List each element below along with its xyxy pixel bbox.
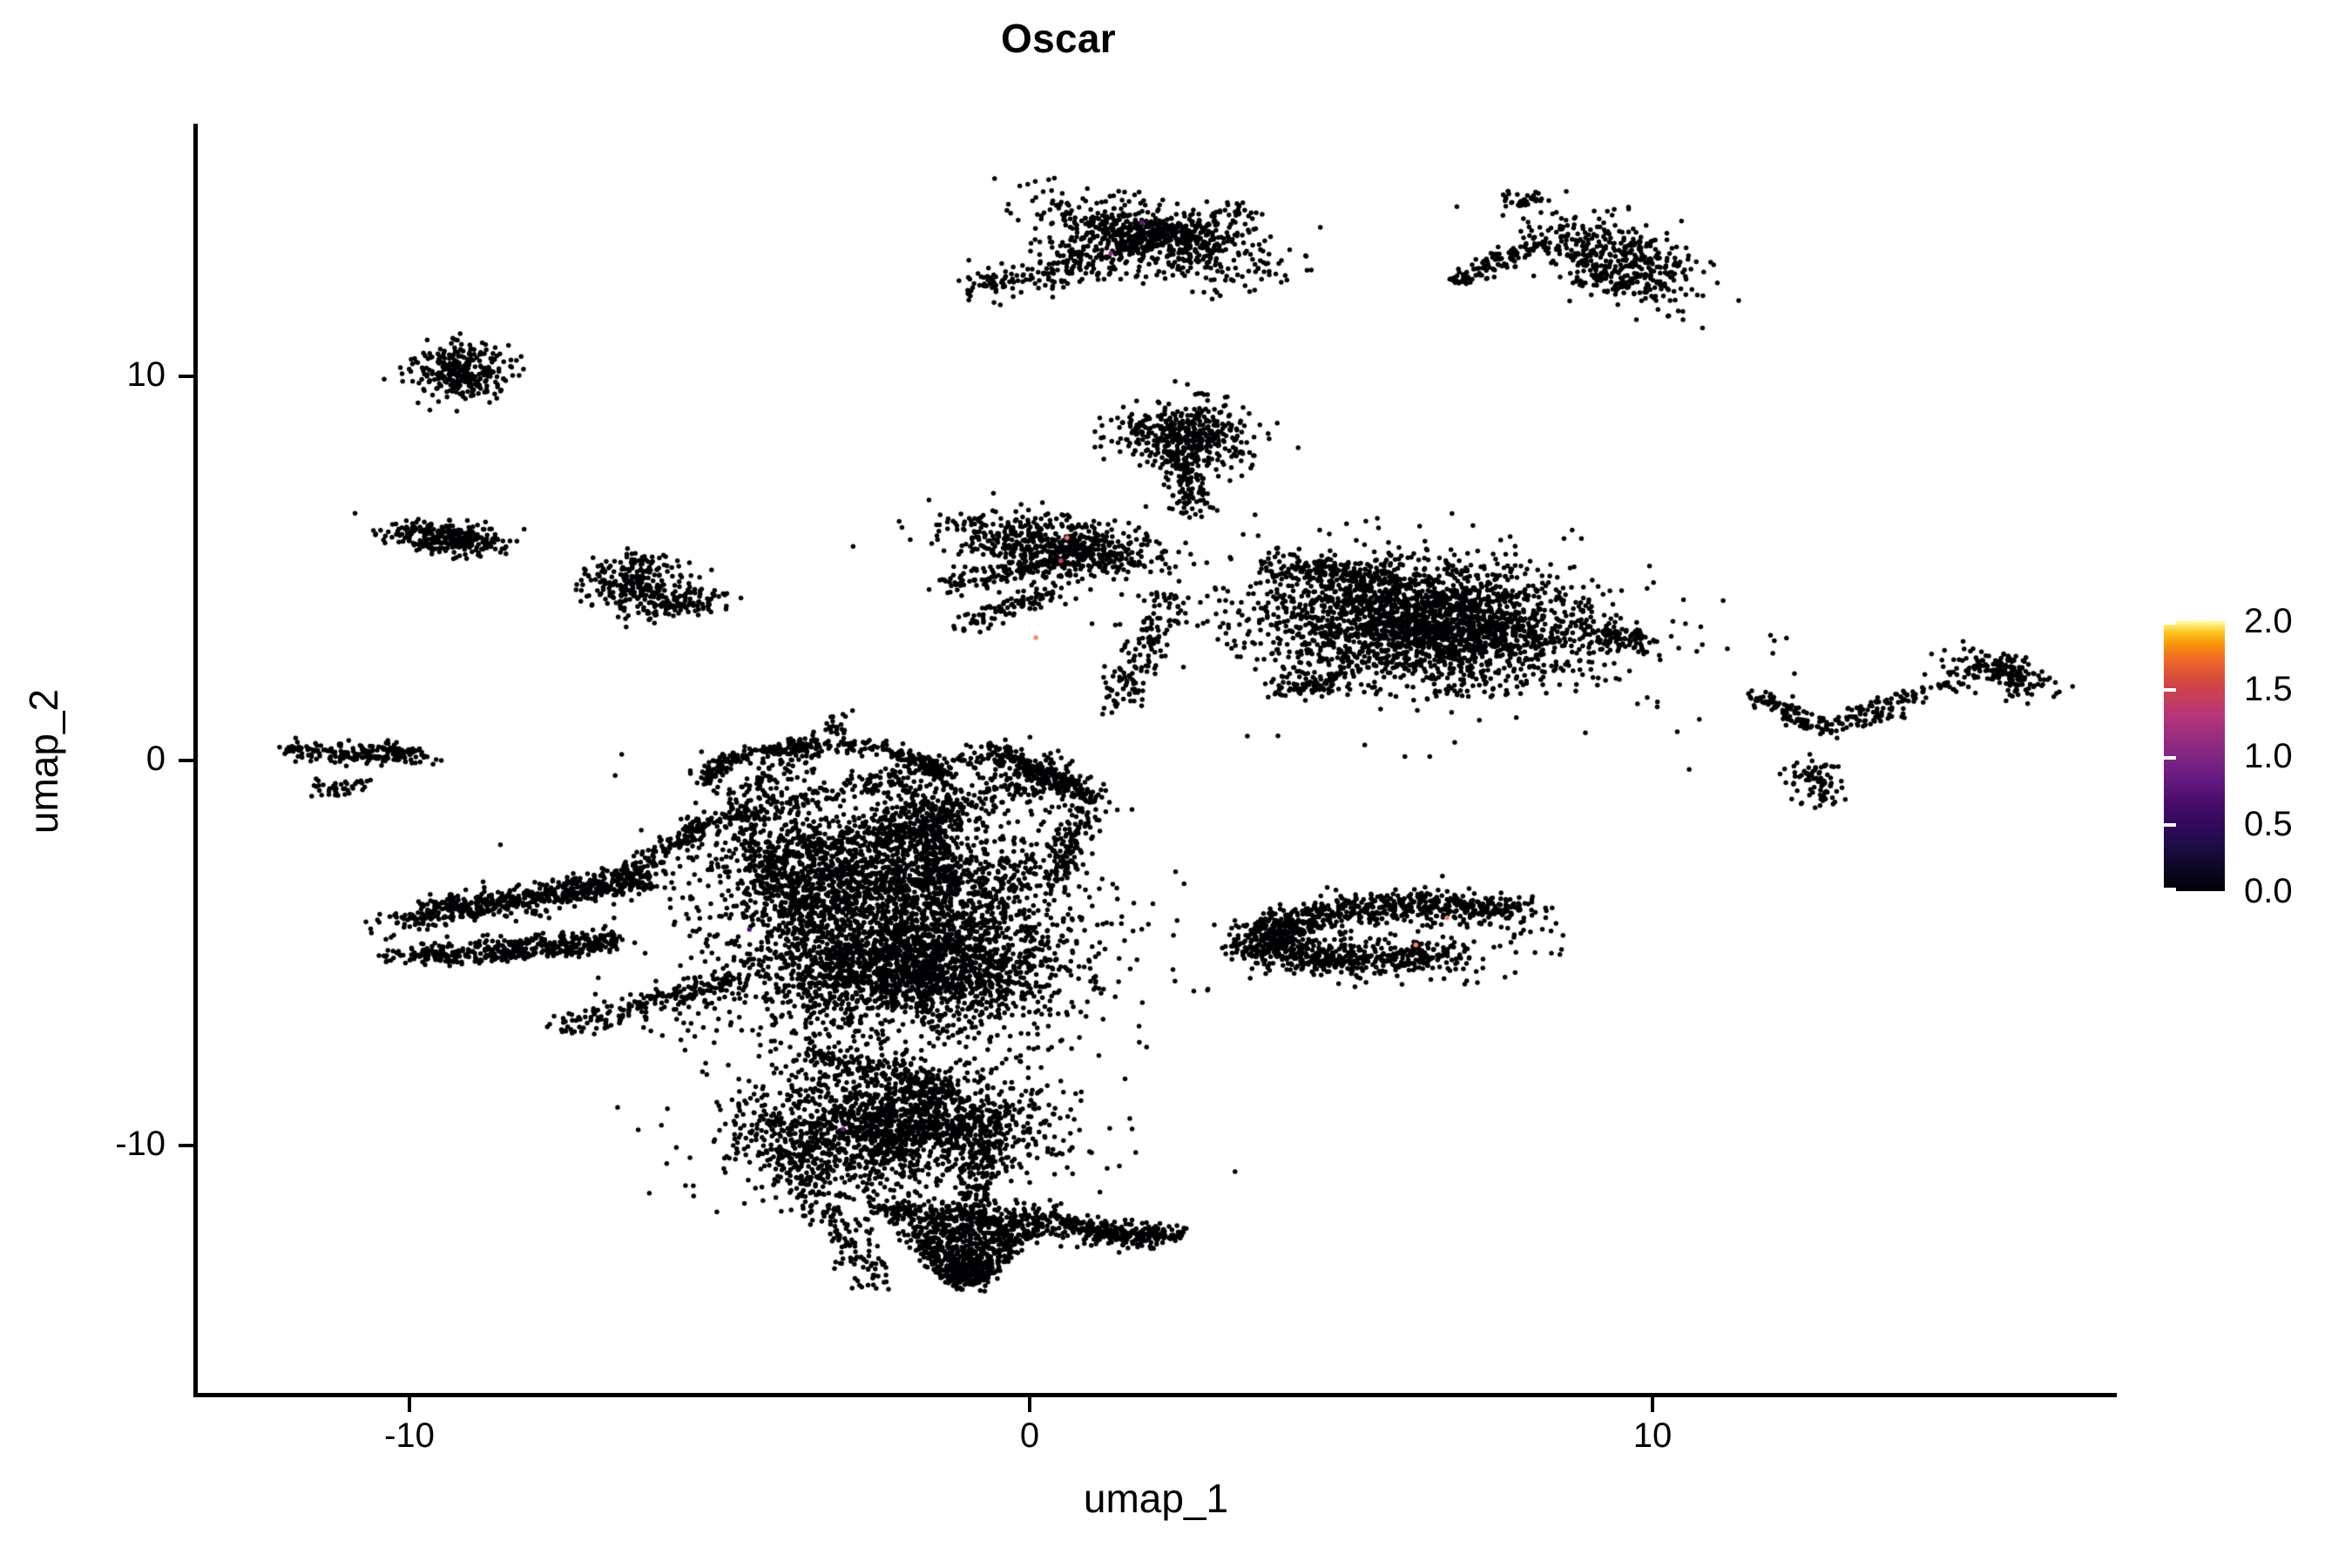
y-tick-mark-0 [179,759,193,762]
colorbar-tick-left-05 [2164,823,2176,827]
colorbar-label-1-0: 1.0 [2244,737,2293,775]
colorbar-label-1-5: 1.5 [2244,670,2293,708]
colorbar-tick-right-2 [2326,621,2338,625]
x-tick-mark-0 [1028,1397,1031,1412]
colorbar-tick-right-05 [2326,823,2338,827]
x-axis-title: umap_1 [1083,1476,1229,1521]
plot-panel [195,124,2117,1396]
x-axis-line [193,1393,2117,1397]
x-tick-label-10: 10 [1632,1416,1673,1455]
x-tick-mark-10 [1651,1397,1654,1412]
colorbar-tick-left-15 [2164,688,2176,692]
colorbar-tick-right-1 [2326,756,2338,760]
y-tick-mark-10 [179,375,193,378]
y-axis-line [193,124,198,1397]
y-tick-label--10: -10 [115,1125,166,1163]
colorbar-tick-right-0 [2326,888,2338,891]
colorbar-tick-left-0 [2164,888,2176,891]
y-axis-title: umap_2 [21,688,66,835]
x-tick-label-0: 0 [1019,1416,1040,1455]
colorbar-tick-right-15 [2326,688,2338,692]
colorbar-tick-left-2 [2164,621,2176,625]
x-tick-mark--10 [408,1397,411,1412]
colorbar-tick-left-1 [2164,756,2176,760]
colorbar-label-0-5: 0.5 [2244,805,2293,843]
y-tick-mark--10 [179,1144,193,1147]
y-tick-label-0: 0 [145,740,166,778]
scatter-plot-canvas [195,124,2117,1396]
x-tick-label--10: -10 [384,1416,435,1455]
legend-colorbar: 2.0 1.5 1.0 0.5 0.0 [2164,604,2338,910]
y-tick-label-10: 10 [126,355,166,394]
colorbar-label-2-0: 2.0 [2244,602,2293,640]
colorbar-label-0-0: 0.0 [2244,872,2293,910]
page-title: Oscar [1001,16,1116,61]
